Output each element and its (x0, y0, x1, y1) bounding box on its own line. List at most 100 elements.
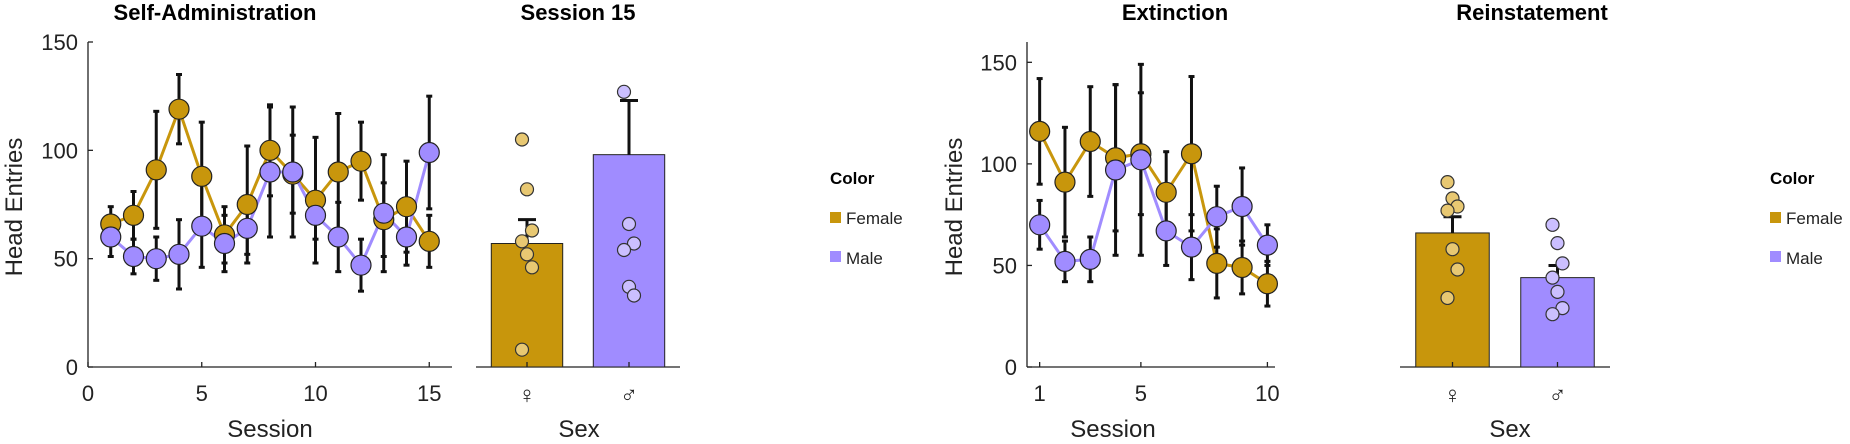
male-category-label: ♂ (1549, 382, 1567, 409)
x-tick-label: 0 (82, 381, 94, 406)
title-extinction: Extinction (1122, 0, 1228, 25)
male-point (1231, 195, 1253, 218)
x-tick-label: 5 (196, 381, 208, 406)
male-individual-point (621, 216, 637, 232)
male-point (395, 226, 418, 248)
legend-2-title: Color (1770, 169, 1815, 188)
xlabel-session-2: Session (1070, 416, 1155, 443)
male-point (259, 161, 281, 183)
male-point (145, 248, 167, 270)
title-session-15: Session 15 (521, 0, 636, 25)
female-point (236, 193, 258, 216)
y-tick-label: 50 (54, 247, 78, 272)
female-individual-point (514, 132, 530, 147)
bar-panel-2: ♀ ♂ (1400, 175, 1610, 409)
legend-2-male-swatch (1770, 251, 1781, 262)
male-point (1180, 236, 1203, 258)
female-point (350, 150, 372, 172)
male-point (282, 161, 304, 183)
male-point (373, 202, 395, 224)
female-individual-point (514, 342, 530, 357)
line-panel-1: 0 50 100 150 0 5 10 15 (41, 30, 452, 406)
female-individual-point (519, 182, 535, 197)
male-point (350, 254, 372, 276)
male-point (418, 141, 440, 164)
female-point (395, 196, 418, 218)
male-point (1256, 234, 1279, 256)
y-tick-label: 0 (66, 355, 78, 380)
male-point (100, 226, 122, 248)
female-point (122, 204, 145, 226)
legend-1: Color Female Male (830, 169, 903, 268)
male-point (327, 226, 349, 248)
legend-1-male-swatch (830, 251, 841, 262)
female-point (1231, 256, 1253, 279)
female-point (1206, 252, 1228, 275)
female-point (145, 159, 167, 181)
xlabel-sex-1: Sex (558, 416, 599, 443)
male-individual-point (616, 84, 632, 99)
legend-2-female-swatch (1770, 212, 1781, 223)
female-category-label: ♀ (518, 382, 536, 409)
line-panel-2: 0 50 100 150 1 5 10 (980, 42, 1280, 406)
female-point (168, 98, 190, 120)
male-individual-point (1550, 284, 1565, 299)
xlabel-session-1: Session (227, 416, 312, 443)
title-self-administration: Self-Administration (114, 0, 317, 25)
male-point (1130, 149, 1152, 171)
ylabel-head-entries-1: Head Entries (1, 138, 28, 277)
male-point (1155, 220, 1177, 242)
female-individual-point (1445, 242, 1460, 257)
female-point (1155, 181, 1177, 203)
female-individual-point (514, 234, 530, 249)
male-individual-point (1555, 256, 1570, 271)
legend-1-male-label: Male (846, 249, 883, 268)
female-individual-point (1440, 203, 1455, 218)
female-individual-point (1440, 290, 1455, 306)
legend-1-female-swatch (830, 212, 841, 223)
male-individual-point (626, 288, 642, 303)
bar-panel-1: ♀ ♂ (476, 84, 680, 409)
y-tick-label: 150 (980, 50, 1017, 75)
female-individual-point (524, 260, 540, 275)
x-tick-label: 10 (303, 381, 327, 406)
male-individual-point (1545, 217, 1560, 232)
legend-2-male-label: Male (1786, 249, 1823, 268)
female-point (327, 161, 349, 183)
female-point (1180, 143, 1203, 165)
male-point (1054, 250, 1076, 272)
male-point (1029, 214, 1051, 236)
female-individual-point (524, 223, 540, 238)
female-category-label: ♀ (1444, 382, 1462, 409)
male-point (168, 243, 190, 265)
y-tick-label: 50 (993, 253, 1017, 278)
y-tick-label: 150 (41, 30, 78, 55)
male-point (191, 215, 213, 237)
ylabel-head-entries-2: Head Entries (941, 138, 968, 277)
male-individual-point (616, 242, 632, 258)
legend-1-title: Color (830, 169, 875, 188)
x-tick-label: 5 (1135, 381, 1147, 406)
male-individual-point (1550, 235, 1565, 251)
x-tick-label: 15 (417, 381, 441, 406)
y-tick-label: 100 (41, 138, 78, 163)
female-point (1079, 130, 1101, 153)
female-individual-point (519, 247, 535, 262)
female-point (418, 230, 440, 252)
female-point (1054, 171, 1076, 193)
y-tick-label: 0 (1005, 355, 1017, 380)
male-individual-point (1545, 270, 1560, 285)
legend-1-female-label: Female (846, 209, 903, 228)
male-point (1104, 159, 1127, 181)
legend-2: Color Female Male (1770, 169, 1843, 268)
male-point (213, 232, 236, 255)
x-tick-label: 10 (1255, 381, 1279, 406)
male-individual-point (626, 236, 642, 251)
female-point (259, 139, 281, 161)
female-point (1256, 273, 1279, 295)
y-tick-label: 100 (980, 152, 1017, 177)
male-category-label: ♂ (620, 382, 638, 409)
female-individual-point (1440, 175, 1455, 190)
